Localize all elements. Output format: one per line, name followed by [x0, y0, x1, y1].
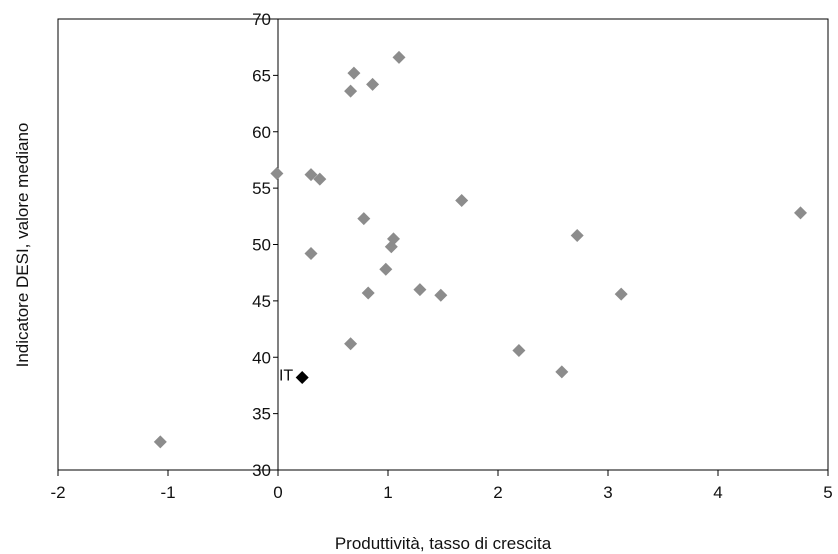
data-point [379, 262, 393, 276]
plot-frame [57, 18, 829, 471]
data-point [270, 166, 284, 180]
x-axis-title: Produttività, tasso di crescita [335, 534, 552, 553]
point-label: IT [279, 368, 293, 385]
data-point [361, 286, 375, 300]
y-tick-label: 35 [252, 405, 271, 424]
data-point [344, 84, 358, 98]
data-point [794, 206, 807, 220]
data-point-highlight [295, 371, 309, 385]
y-tick-label: 60 [252, 123, 271, 142]
y-tick-label: 50 [252, 236, 271, 255]
data-point [366, 77, 380, 91]
data-points: IT [153, 50, 807, 449]
x-tick-label: -2 [50, 483, 65, 502]
data-point [413, 283, 427, 297]
data-point [304, 168, 318, 182]
y-axis-ticks: 30 35 40 45 50 55 60 65 70 [252, 10, 278, 480]
data-point [392, 50, 406, 64]
y-tick-label: 70 [252, 10, 271, 29]
y-tick-label: 40 [252, 348, 271, 367]
data-point [344, 337, 358, 351]
x-tick-label: 2 [493, 483, 502, 502]
y-axis-title: Indicatore DESI, valore mediano [13, 123, 32, 368]
y-tick-label: 55 [252, 179, 271, 198]
data-point [614, 287, 628, 301]
y-tick-label: 65 [252, 66, 271, 85]
data-point [434, 288, 448, 302]
data-point [384, 240, 398, 254]
y-tick-label: 45 [252, 292, 271, 311]
data-point [357, 212, 371, 226]
data-point [455, 194, 469, 208]
x-tick-label: 0 [273, 483, 282, 502]
x-axis-ticks: -2 -1 0 1 2 3 4 5 [50, 470, 833, 502]
data-point [313, 172, 327, 186]
x-tick-label: 4 [713, 483, 722, 502]
data-point [153, 435, 167, 449]
x-tick-label: 5 [823, 483, 832, 502]
y-tick-label: 30 [252, 461, 271, 480]
x-tick-label: -1 [160, 483, 175, 502]
data-point [555, 365, 569, 379]
x-tick-label: 3 [603, 483, 612, 502]
x-tick-label: 1 [383, 483, 392, 502]
data-point [512, 343, 526, 357]
data-point [304, 247, 318, 261]
data-point [570, 228, 584, 242]
data-point [347, 66, 361, 80]
